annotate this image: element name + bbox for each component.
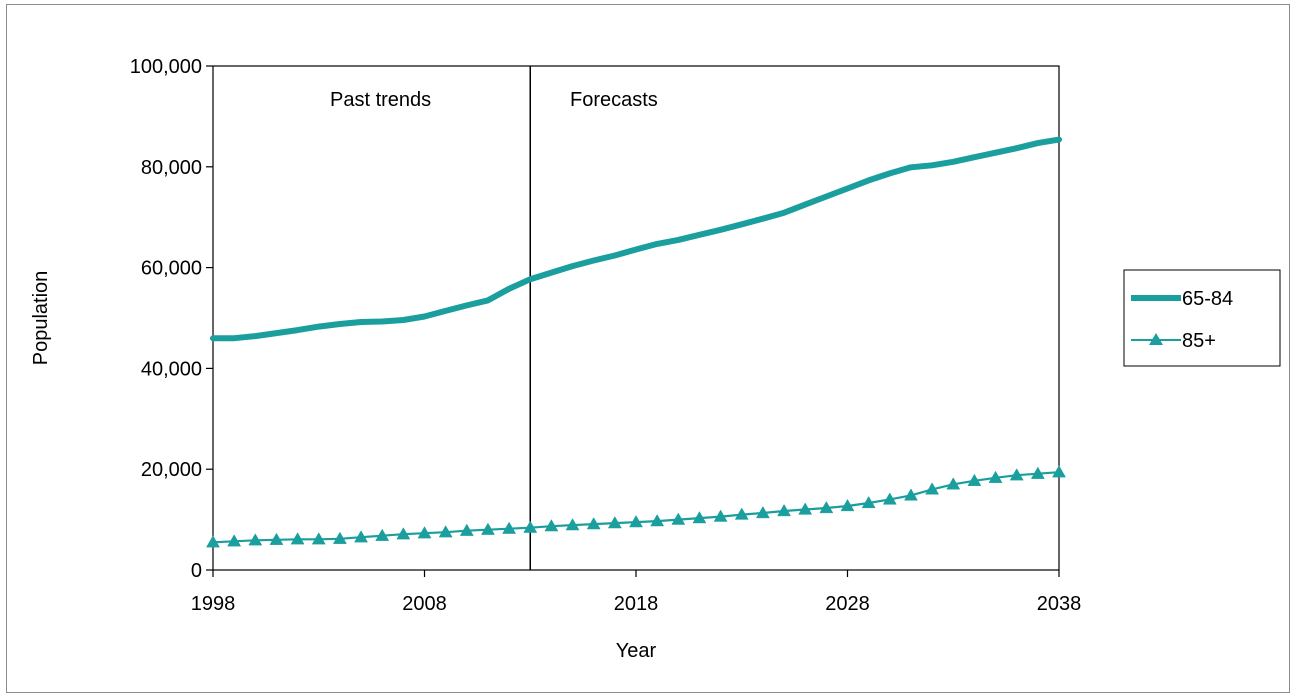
chart-frame: [6, 4, 1290, 693]
data-point-marker: [798, 502, 813, 515]
data-point-marker: [438, 525, 453, 538]
data-point-marker: [396, 527, 411, 540]
x-tick-label: 2008: [402, 593, 447, 615]
y-tick-label: 20,000: [141, 459, 202, 481]
data-point-marker: [481, 522, 495, 535]
y-tick-label: 60,000: [141, 258, 202, 280]
data-point-marker: [671, 512, 686, 525]
data-point-marker: [332, 531, 347, 544]
data-point-marker: [734, 507, 749, 520]
annotation-past-trends: Past trends: [330, 89, 431, 111]
x-axis: 1998 2008 2018 2028 2038: [191, 570, 1082, 615]
legend-label-65-84: 65-84: [1182, 288, 1233, 310]
y-axis-title: Population: [30, 271, 52, 366]
data-point-marker: [607, 516, 622, 529]
data-point-marker: [904, 488, 918, 501]
data-point-marker: [354, 530, 368, 543]
series-layer: [206, 136, 1066, 548]
x-tick-label: 2028: [825, 593, 870, 615]
legend-marker-85-plus: [1149, 333, 1163, 345]
y-tick-label: 80,000: [141, 157, 202, 179]
data-point-marker: [417, 526, 432, 539]
data-point-marker: [290, 532, 305, 545]
data-point-marker: [544, 519, 559, 532]
data-point-marker: [713, 509, 728, 522]
data-point-marker: [819, 501, 834, 514]
x-tick-label: 1998: [191, 593, 236, 615]
data-point-marker: [692, 511, 707, 524]
x-axis-title: Year: [616, 640, 657, 662]
data-point-marker: [967, 473, 982, 486]
data-point-marker: [755, 506, 770, 519]
data-point-marker: [777, 504, 791, 517]
data-point-marker: [946, 477, 961, 490]
data-point-marker: [1030, 466, 1045, 479]
legend-label-85-plus: 85+: [1182, 330, 1216, 352]
annotation-forecasts: Forecasts: [570, 89, 658, 111]
y-tick-label: 100,000: [130, 56, 202, 78]
data-point-marker: [586, 517, 601, 530]
data-point-marker: [459, 523, 474, 536]
data-point-marker: [227, 534, 242, 547]
data-point-marker: [861, 495, 876, 509]
legend: 65-84 85+: [1123, 269, 1281, 367]
series-line-0: [210, 136, 1062, 342]
y-tick-label: 0: [191, 560, 202, 582]
legend-box: [1123, 269, 1281, 367]
data-point-marker: [840, 498, 855, 512]
data-point-marker: [565, 518, 580, 531]
y-axis: 0 20,000 40,000 60,000 80,000 100,000: [130, 56, 213, 582]
data-point-marker: [1009, 468, 1024, 481]
data-point-marker: [1052, 465, 1066, 478]
y-tick-label: 40,000: [141, 358, 202, 380]
data-point-marker: [882, 492, 897, 505]
x-tick-label: 2018: [614, 593, 659, 615]
data-point-marker: [502, 521, 517, 534]
data-point-marker: [650, 514, 665, 527]
data-point-marker: [629, 515, 643, 528]
data-point-marker: [375, 528, 390, 541]
data-point-marker: [925, 482, 940, 495]
data-point-marker: [988, 470, 1003, 483]
data-point-marker: [523, 520, 538, 533]
data-point-marker: [311, 532, 326, 545]
x-tick-label: 2038: [1037, 593, 1082, 615]
data-point-marker: [206, 535, 220, 548]
data-point-marker: [248, 533, 263, 546]
data-point-marker: [269, 532, 284, 545]
